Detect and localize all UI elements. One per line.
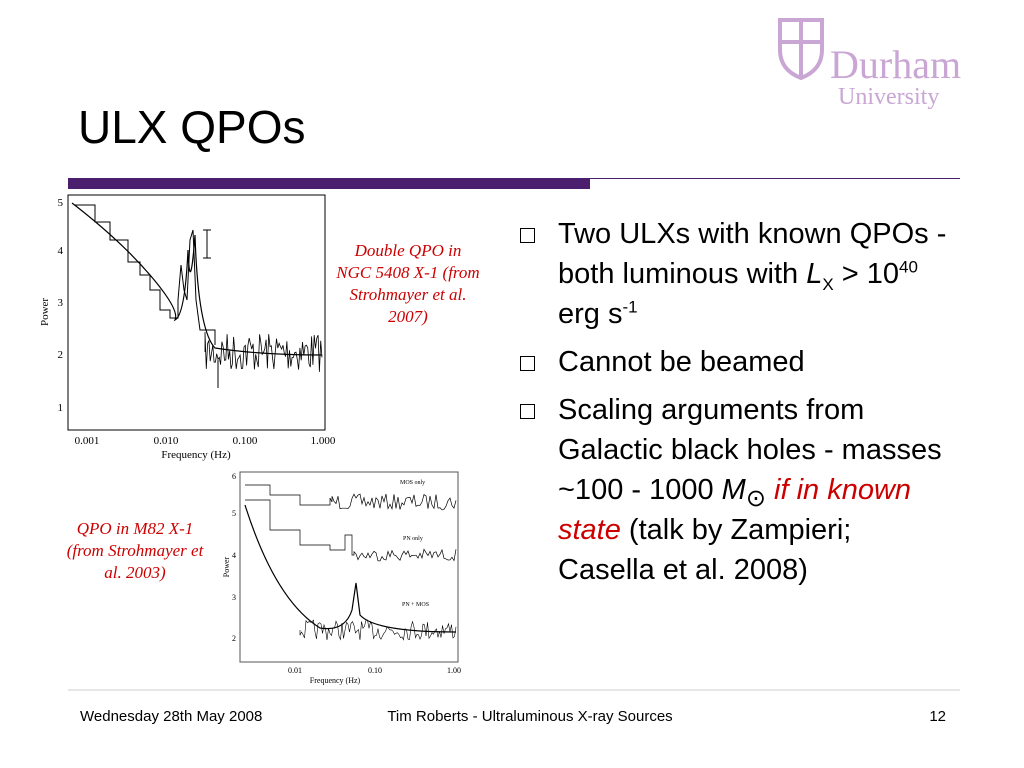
text: > 10 — [833, 258, 900, 290]
plot-frame — [239, 471, 459, 663]
spectrum-curve — [245, 484, 457, 511]
spectrum-curve — [299, 619, 457, 641]
spectrum-curve — [203, 229, 219, 388]
x-tick-label: 1.000 — [311, 435, 336, 447]
x-tick-label: 0.001 — [75, 435, 100, 447]
footer-center: Tim Roberts - Ultraluminous X-ray Source… — [387, 708, 673, 725]
x-tick-label: 0.01 — [288, 666, 302, 675]
text: M — [721, 474, 746, 506]
text: (talk by Zampieri; Casella et al. 2008) — [558, 514, 852, 586]
figure: 6 5 4 3 2 0.01 0.10 1.00 Frequency (Hz) … — [222, 471, 461, 685]
y-tick-label: 3 — [58, 297, 64, 309]
text: Scaling arguments from Galactic black ho… — [558, 394, 942, 506]
plot-annotation: PN + MOS — [402, 602, 429, 608]
x-tick-label: 0.010 — [154, 435, 179, 447]
spectrum-curve — [244, 504, 457, 633]
y-tick-label: 2 — [58, 349, 64, 361]
logo-name: Durham — [830, 42, 961, 87]
spectrum-curve — [75, 204, 216, 345]
x-axis-label: Frequency (Hz) — [161, 449, 231, 461]
x-axis-label: Frequency (Hz) — [310, 676, 361, 685]
y-tick-label: 4 — [232, 551, 236, 560]
footer-date: Wednesday 28th May 2008 — [80, 708, 263, 725]
text: Two ULXs with known QPOs - both luminous… — [558, 218, 947, 290]
bullet: Scaling arguments from Galactic black ho… — [516, 390, 956, 590]
spectrum-curve — [71, 202, 323, 356]
plot-annotation: MOS only — [400, 480, 425, 486]
spectrum-curve — [204, 331, 323, 372]
text: Cannot be beamed — [558, 346, 805, 378]
y-tick-label: 6 — [232, 472, 236, 481]
x-tick-label: 0.100 — [233, 435, 258, 447]
text: ⊙ — [745, 484, 766, 512]
y-tick-label: 2 — [232, 634, 236, 643]
spectrum-curve — [245, 499, 457, 562]
x-tick-label: 1.00 — [447, 666, 461, 675]
bullet-list: Two ULXs with known QPOs - both luminous… — [516, 214, 956, 598]
y-tick-label: 3 — [232, 593, 236, 602]
footer-page: 12 — [929, 708, 946, 725]
plot-frame — [67, 194, 326, 431]
y-tick-label: 5 — [232, 509, 236, 518]
y-tick-label: 1 — [58, 402, 64, 414]
text: -1 — [622, 297, 638, 317]
text: if in known state — [558, 474, 912, 546]
logo-sub: University — [838, 84, 939, 110]
x-tick-label: 0.10 — [368, 666, 382, 675]
plot-annotation: PN only — [403, 536, 423, 542]
y-tick-label: 5 — [58, 197, 64, 209]
logo-crest — [778, 18, 824, 81]
slide-title: ULX QPOs — [78, 101, 306, 153]
figure: 5 4 3 2 1 0.001 0.010 0.100 1.000 Freque… — [39, 194, 336, 461]
figure-caption: QPO in M82 X-1 (from Strohmayer et al. 2… — [66, 519, 204, 582]
bullet: Two ULXs with known QPOs - both luminous… — [516, 214, 956, 334]
text: erg s — [558, 298, 623, 330]
title-rule — [68, 178, 590, 189]
figure-caption: Double QPO in NGC 5408 X-1 (from Strohma… — [336, 241, 480, 326]
text: L — [806, 258, 823, 290]
y-tick-label: 4 — [58, 245, 64, 257]
text: 40 — [899, 257, 918, 277]
y-axis-label: Power — [39, 298, 51, 326]
y-axis-label: Power — [222, 556, 231, 577]
bullet: Cannot be beamed — [516, 342, 956, 382]
text: X — [822, 274, 834, 294]
